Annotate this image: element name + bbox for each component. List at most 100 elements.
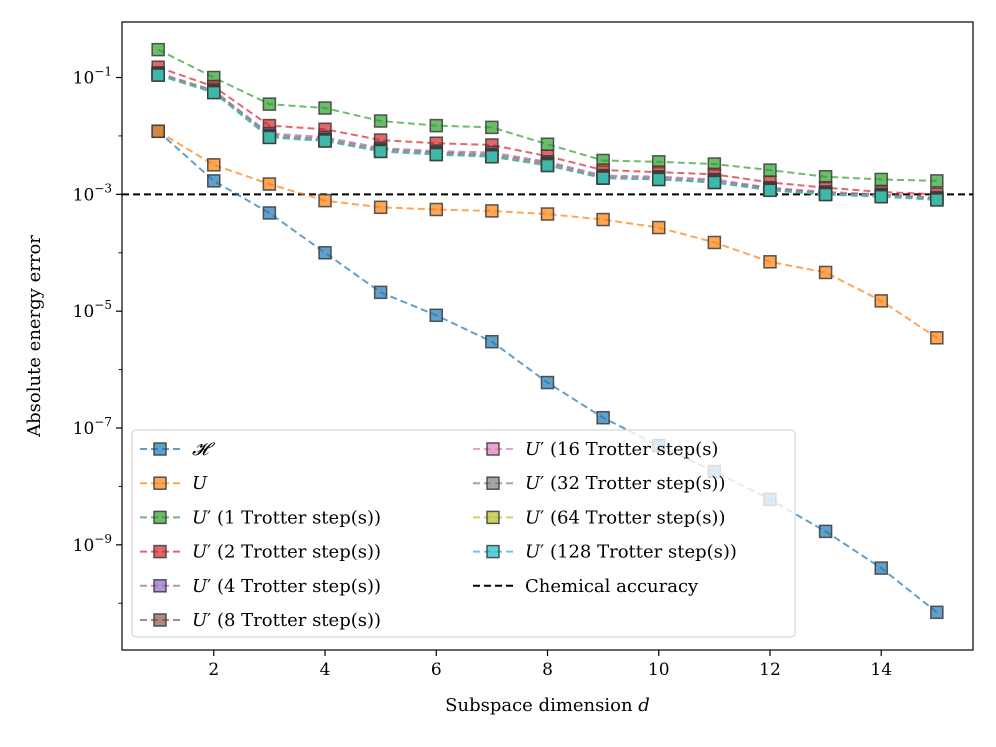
- legend-marker-3: [153, 544, 167, 559]
- y-tick-label--7: 10−7: [73, 415, 112, 439]
- y-tick-exponent: −7: [94, 415, 112, 429]
- y-tick-exponent: −5: [94, 298, 112, 312]
- series-9-point-3: [318, 134, 332, 148]
- series-9: [151, 68, 944, 207]
- series-1-point-14: [930, 331, 944, 345]
- legend-entry-9: U′ (128 Trotter step(s)): [473, 542, 737, 563]
- series-1-point-12: [818, 265, 833, 280]
- series-0-point-6: [485, 334, 499, 349]
- legend-label-6: U′ (16 Trotter step(s): [525, 439, 718, 460]
- series-1-line: [157, 130, 938, 339]
- series-0-point-14: [930, 605, 944, 620]
- legend-entry-10: Chemical accuracy: [473, 576, 699, 597]
- series-0-point-3: [318, 246, 332, 260]
- series-2-point-7: [540, 137, 555, 152]
- series-0-point-5: [429, 308, 444, 323]
- legend-entry-6: U′ (16 Trotter step(s): [473, 439, 718, 460]
- legend-label-1: U: [192, 473, 208, 494]
- series-1-point-8: [596, 212, 610, 227]
- legend-entry-3: U′ (2 Trotter step(s)): [140, 542, 381, 563]
- legend-entry-2: U′ (1 Trotter step(s)): [140, 507, 381, 528]
- legend-marker-5: [153, 613, 167, 627]
- legend-marker-1: [153, 476, 167, 490]
- series-2-point-4: [373, 114, 388, 128]
- series-9-point-8: [596, 171, 610, 185]
- series-0-point-12: [818, 524, 833, 539]
- legend-box: [131, 429, 796, 638]
- series-1-point-11: [763, 255, 777, 269]
- series-9-point-1: [207, 85, 221, 100]
- x-tick-label-14: 14: [870, 660, 892, 680]
- y-tick-base: 10: [73, 185, 95, 205]
- legend-label-10: Chemical accuracy: [525, 576, 699, 597]
- series-2-point-13: [874, 172, 888, 187]
- x-axis-label-var: d: [638, 695, 650, 716]
- x-tick-label-12: 12: [759, 660, 781, 680]
- y-tick-base: 10: [73, 302, 95, 322]
- legend-marker-0: [153, 442, 167, 456]
- series-0-point-2: [262, 206, 277, 220]
- y-tick-exponent: −1: [94, 64, 112, 78]
- series-1-point-6: [485, 204, 499, 218]
- legend-marker-9: [486, 544, 500, 559]
- legend-marker-6: [486, 442, 500, 456]
- series-0-point-4: [373, 285, 388, 300]
- series-9-point-7: [540, 158, 555, 173]
- x-tick-label-8: 8: [542, 660, 553, 680]
- legend-label-8: U′ (64 Trotter step(s)): [525, 507, 725, 528]
- y-tick-base: 10: [73, 419, 95, 439]
- series-9-point-9: [651, 172, 666, 187]
- legend-entry-8: U′ (64 Trotter step(s)): [473, 507, 725, 528]
- series-1-point-9: [651, 220, 666, 235]
- y-tick-label--1: 10−1: [73, 64, 112, 88]
- series-1-point-13: [874, 294, 888, 308]
- legend-marker-4: [153, 579, 167, 593]
- series-9-point-10: [707, 175, 722, 190]
- series-1-point-0: [151, 124, 165, 139]
- series-1-point-10: [707, 235, 722, 250]
- y-tick-label--3: 10−3: [73, 181, 112, 205]
- series-9-point-11: [763, 183, 777, 198]
- y-tick-label--5: 10−5: [73, 298, 112, 322]
- x-tick-label-10: 10: [648, 660, 670, 680]
- series-1-point-3: [318, 193, 332, 208]
- x-tick-label-6: 6: [431, 660, 442, 680]
- y-tick-exponent: −9: [94, 532, 112, 546]
- legend-marker-2: [153, 510, 167, 525]
- legend-label-4: U′ (4 Trotter step(s)): [192, 576, 381, 597]
- legend-marker-7: [486, 476, 500, 490]
- series-9-point-12: [818, 187, 833, 202]
- y-tick-exponent: −3: [94, 181, 112, 195]
- series-9-point-2: [262, 130, 277, 145]
- legend-entry-5: U′ (8 Trotter step(s)): [140, 610, 381, 631]
- series-9-point-14: [930, 193, 944, 207]
- series-1-point-7: [540, 207, 555, 221]
- legend-label-7: U′ (32 Trotter step(s)): [525, 473, 725, 494]
- legend-label-9: U′ (128 Trotter step(s)): [525, 542, 737, 563]
- series-0-point-13: [874, 561, 888, 575]
- legend-label-5: U′ (8 Trotter step(s)): [192, 610, 381, 631]
- series-9-point-0: [151, 68, 165, 82]
- series-1-point-1: [207, 158, 221, 172]
- y-axis-label: Absolute energy error: [24, 235, 45, 438]
- legend-label-3: U′ (2 Trotter step(s)): [192, 542, 381, 563]
- series-9-point-5: [429, 147, 444, 162]
- x-axis-label-text: Subspace dimension: [445, 695, 638, 716]
- legend-marker-8: [486, 510, 500, 525]
- x-tick-label-4: 4: [320, 660, 331, 680]
- series-2-point-11: [763, 163, 777, 177]
- series-2-point-5: [429, 118, 444, 133]
- x-tick-label-2: 2: [208, 660, 219, 680]
- series-1-point-4: [373, 200, 388, 215]
- legend-entry-7: U′ (32 Trotter step(s)): [473, 473, 725, 494]
- series-0-point-1: [207, 174, 221, 188]
- x-axis-label: Subspace dimension d: [445, 695, 650, 716]
- series-2-point-2: [262, 97, 277, 111]
- series-1-point-2: [262, 177, 277, 191]
- series-0-point-7: [540, 375, 555, 390]
- series-9-point-6: [485, 149, 499, 164]
- series-9-point-4: [373, 144, 388, 159]
- series-9-point-13: [874, 189, 888, 204]
- series-1-point-5: [429, 202, 444, 217]
